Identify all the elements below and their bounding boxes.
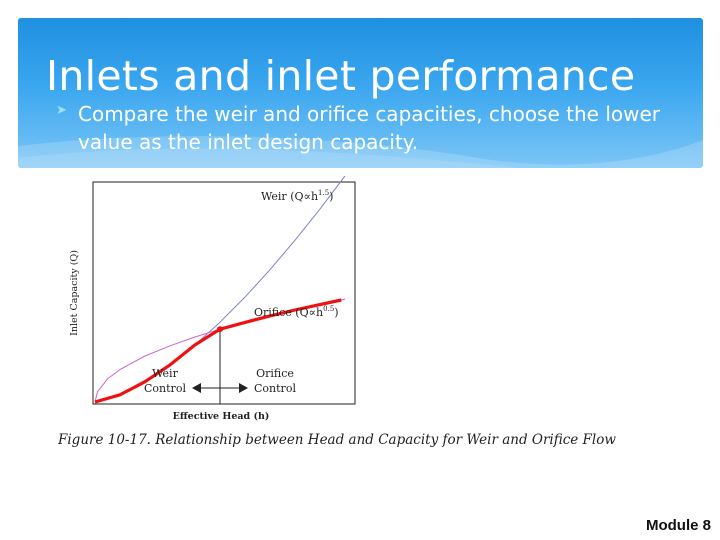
bullet-arrow-icon: ➤ <box>56 103 67 118</box>
title-banner <box>18 18 703 168</box>
arrow-right-icon <box>239 383 248 393</box>
orifice-curve-label: Orifice (Q∝h0.5) <box>254 305 339 319</box>
x-axis-label: Effective Head (h) <box>173 411 270 422</box>
chart-annotations: Weir (Q∝h1.5) Orifice (Q∝h0.5) Weir Control… <box>144 189 339 404</box>
intersection-point <box>217 326 223 333</box>
weir-orifice-chart: Inlet Capacity (Q) Effective Head (h) We… <box>58 176 616 448</box>
plot-frame <box>92 181 356 405</box>
region-label-left-line1: Weir <box>152 367 178 380</box>
slide-title: Inlets and inlet performance <box>46 52 636 100</box>
y-axis-label: Inlet Capacity (Q) <box>69 250 80 336</box>
figure-caption: Figure 10-17. Relationship between Head … <box>58 432 616 448</box>
region-label-right-line2: Control <box>254 382 296 395</box>
arrow-left-icon <box>192 383 201 393</box>
banner-wave-decoration <box>18 136 703 168</box>
bullet-text: Compare the weir and orifice capacities,… <box>78 102 660 154</box>
weir-curve-label: Weir (Q∝h1.5) <box>261 189 333 203</box>
module-label: Module 8 <box>645 517 711 534</box>
region-label-right-line1: Orifice <box>256 367 294 380</box>
region-label-left-line2: Control <box>144 382 186 395</box>
